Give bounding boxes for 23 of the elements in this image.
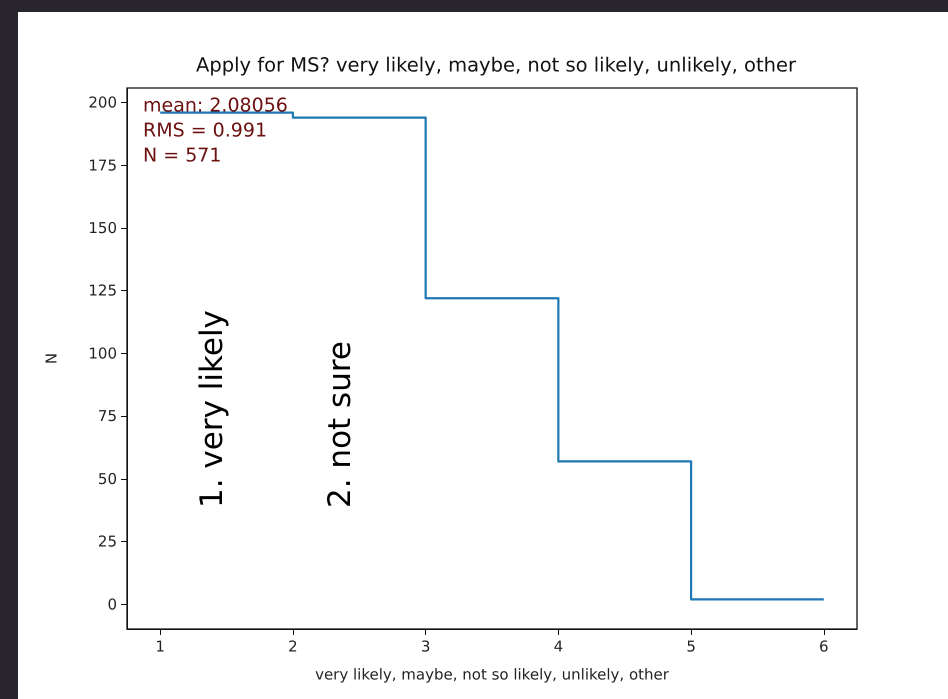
y-tick-label: 75	[98, 407, 117, 426]
x-tick-label: 6	[819, 638, 829, 656]
y-tick-label: 175	[88, 156, 117, 174]
y-axis-title: N	[42, 352, 60, 364]
x-tick-label: 4	[554, 638, 564, 656]
annotation: mean: 2.08056	[143, 94, 288, 116]
y-tick-label: 50	[98, 470, 117, 488]
annotation: 2. not sure	[322, 341, 358, 508]
x-tick-label: 2	[288, 638, 298, 656]
x-tick-label: 3	[420, 638, 430, 656]
annotation: RMS = 0.991	[143, 120, 268, 142]
y-tick-label: 200	[88, 94, 117, 112]
x-tick-label: 5	[686, 638, 696, 656]
chart-title: Apply for MS? very likely, maybe, not so likely, unlikely, other	[196, 54, 797, 76]
x-tick-label: 1	[155, 638, 165, 656]
y-tick-label: 25	[98, 532, 117, 551]
x-axis-title: very likely, maybe, not so likely, unlikely, other	[315, 666, 670, 684]
annotation: N = 571	[143, 144, 222, 166]
y-tick-label: 150	[88, 219, 117, 238]
y-tick-label: 125	[88, 282, 117, 300]
annotation: 1. very likely	[194, 310, 230, 508]
y-tick-label: 100	[88, 344, 117, 362]
y-tick-label: 0	[107, 595, 117, 614]
